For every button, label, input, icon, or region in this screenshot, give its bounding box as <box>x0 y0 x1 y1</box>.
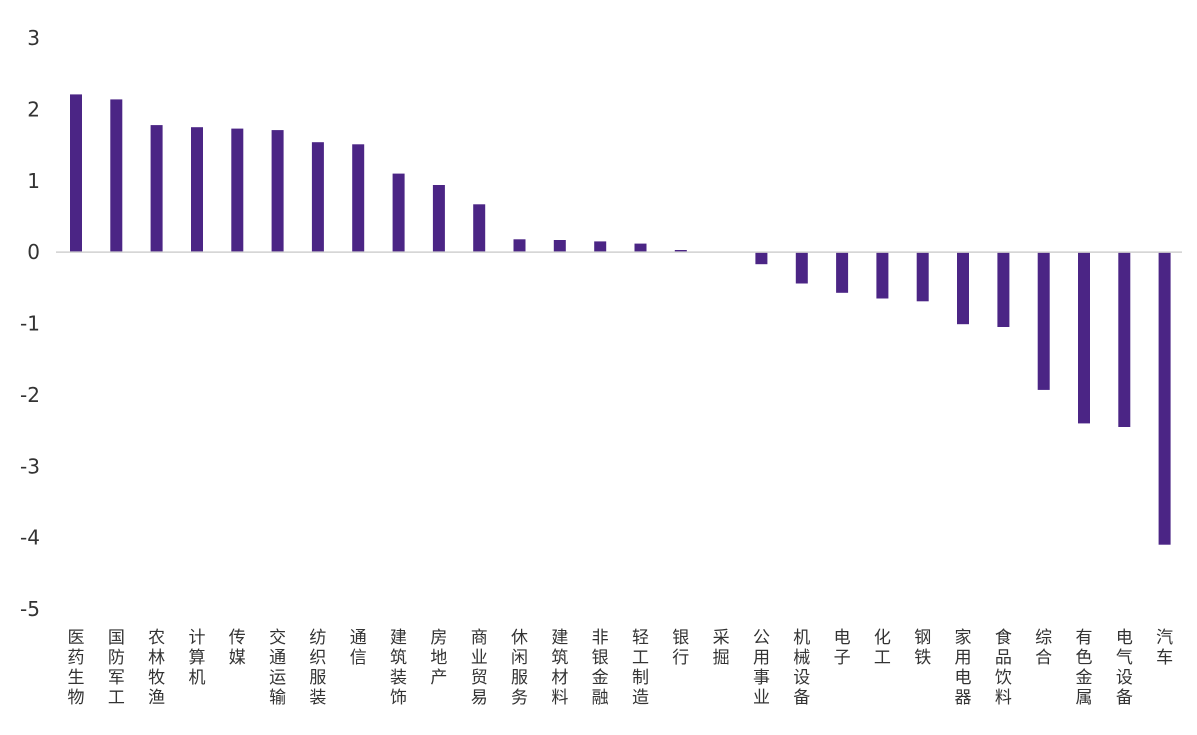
bar-1 <box>110 99 123 253</box>
x-tick-label: 食品饮料 <box>995 628 1012 708</box>
bars <box>70 94 1171 545</box>
x-tick-label: 非银金融 <box>592 628 609 708</box>
bar-13 <box>594 241 607 253</box>
x-tick-label: 汽车 <box>1156 628 1173 668</box>
x-tick-label: 综合 <box>1035 628 1052 668</box>
bar-6 <box>311 142 324 253</box>
x-tick-label: 电气设备 <box>1116 628 1133 708</box>
bar-10 <box>473 204 486 253</box>
y-axis: 3 2 1 0 -1 -2 -3 -4 -5 <box>20 26 40 621</box>
bar-22 <box>957 252 969 325</box>
bar-0 <box>70 94 82 253</box>
y-tick-label: -1 <box>20 312 40 336</box>
x-tick-label: 通信 <box>350 628 367 668</box>
x-tick-label: 房地产 <box>430 628 447 688</box>
bar-21 <box>916 252 929 302</box>
x-tick-label: 农林牧渔 <box>148 628 165 708</box>
x-tick-label: 医药生物 <box>68 628 85 708</box>
y-tick-label: 2 <box>27 97 40 121</box>
bar-19 <box>836 252 849 293</box>
x-tick-label: 建筑材料 <box>551 628 568 708</box>
x-tick-label: 商业贸易 <box>471 628 488 708</box>
y-tick-label: -2 <box>20 383 40 407</box>
x-tick-label: 家用电器 <box>955 628 972 708</box>
x-tick-label: 公用事业 <box>753 628 770 708</box>
x-tick-label: 纺织服装 <box>309 628 326 708</box>
bar-25 <box>1078 252 1090 424</box>
y-tick-label: -3 <box>20 454 40 478</box>
bar-18 <box>795 252 808 284</box>
bar-17 <box>755 252 768 265</box>
bar-24 <box>1037 252 1050 390</box>
bar-7 <box>352 144 365 253</box>
bar-15 <box>674 250 687 253</box>
bar-23 <box>997 252 1010 327</box>
x-tick-label: 银行 <box>672 628 689 668</box>
x-tick-label: 国防军工 <box>108 628 125 708</box>
y-tick-label: 3 <box>27 26 40 50</box>
x-tick-label: 化工 <box>874 628 891 668</box>
x-tick-label: 轻工制造 <box>632 628 649 708</box>
bar-8 <box>392 173 405 253</box>
bar-9 <box>432 185 445 253</box>
x-tick-label: 休闲服务 <box>511 628 528 708</box>
bar-4 <box>231 128 244 253</box>
x-tick-label: 交通运输 <box>269 628 286 708</box>
x-tick-label: 建筑装饰 <box>390 628 407 708</box>
bar-12 <box>553 240 566 253</box>
bar-5 <box>271 130 284 253</box>
bar-20 <box>876 252 889 299</box>
x-tick-label: 机械设备 <box>793 628 810 708</box>
x-tick-label: 电子 <box>834 628 851 668</box>
x-tick-label: 传媒 <box>229 628 246 668</box>
bar-26 <box>1118 252 1131 427</box>
y-tick-label: 1 <box>27 169 40 193</box>
bar-27 <box>1158 252 1171 545</box>
bar-3 <box>191 127 203 253</box>
y-tick-label: -5 <box>20 597 40 621</box>
x-tick-label: 有色金属 <box>1076 628 1093 708</box>
bar-2 <box>150 125 163 253</box>
bar-14 <box>634 243 647 253</box>
x-tick-label: 钢铁 <box>914 628 931 668</box>
bar-11 <box>513 239 526 253</box>
x-tick-label: 采掘 <box>713 628 730 668</box>
x-tick-label: 计算机 <box>188 628 205 688</box>
y-tick-label: 0 <box>27 240 40 264</box>
x-axis: 医药生物 国防军工 农林牧渔 计算机 传媒 交通运输 纺织服装 通信 建筑装饰 房地产 商业贸易 休闲… <box>68 628 1174 708</box>
y-tick-label: -4 <box>20 526 40 550</box>
